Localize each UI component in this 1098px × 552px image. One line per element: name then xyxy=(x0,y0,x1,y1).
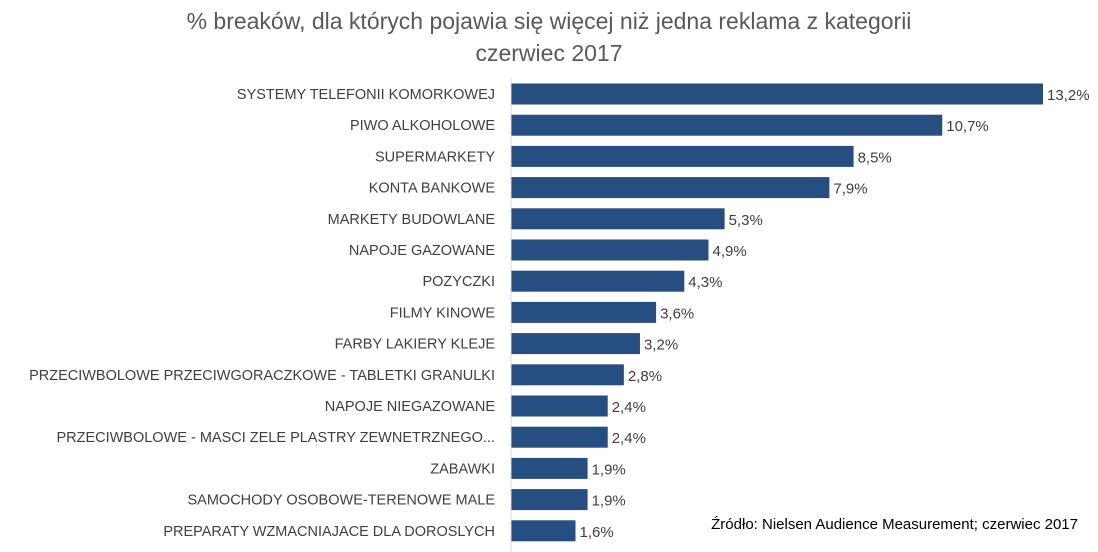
bar xyxy=(511,457,588,479)
bar xyxy=(511,520,576,542)
bar xyxy=(511,239,709,261)
data-label: 7,9% xyxy=(833,181,867,198)
data-label: 4,9% xyxy=(712,243,746,260)
data-label: 1,9% xyxy=(592,461,626,478)
data-label: 1,9% xyxy=(592,493,626,510)
category-label: PIWO ALKOHOLOWE xyxy=(350,118,495,134)
data-label: 2,4% xyxy=(612,430,646,447)
category-label: MARKETY BUDOWLANE xyxy=(328,212,496,228)
data-label: 13,2% xyxy=(1047,87,1090,104)
data-label: 1,6% xyxy=(579,524,613,541)
category-label: KONTA BANKOWE xyxy=(369,181,496,197)
category-label: ZABAWKI xyxy=(430,461,495,477)
data-label: 2,4% xyxy=(612,399,646,416)
source-note: Źródło: Nielsen Audience Measurement; cz… xyxy=(711,516,1078,533)
bar xyxy=(511,270,685,292)
bar xyxy=(511,426,608,448)
data-label: 3,2% xyxy=(644,337,678,354)
category-label: NAPOJE GAZOWANE xyxy=(349,243,495,259)
category-label: SUPERMARKETY xyxy=(375,149,495,165)
category-label: SYSTEMY TELEFONII KOMORKOWEJ xyxy=(237,87,495,103)
data-label: 8,5% xyxy=(858,149,892,166)
category-label: NAPOJE NIEGAZOWANE xyxy=(325,399,496,415)
chart-subtitle: czerwiec 2017 xyxy=(475,40,623,66)
data-label: 5,3% xyxy=(729,212,763,229)
category-label: SAMOCHODY OSOBOWE-TERENOWE MALE xyxy=(188,493,496,509)
data-label: 3,6% xyxy=(660,305,694,322)
category-label: PRZECIWBOLOWE - MASCI ZELE PLASTRY ZEWNE… xyxy=(56,430,495,446)
bar xyxy=(511,364,624,386)
bar xyxy=(511,177,830,199)
bar xyxy=(511,301,657,323)
category-label: FARBY LAKIERY KLEJE xyxy=(335,337,496,353)
data-label: 4,3% xyxy=(688,274,722,291)
bar xyxy=(511,333,640,355)
bar xyxy=(511,145,854,167)
data-label: 2,8% xyxy=(628,368,662,385)
bar xyxy=(511,114,943,136)
chart-title: % breaków, dla których pojawia się więce… xyxy=(186,8,912,34)
bar xyxy=(511,208,725,230)
data-label: 10,7% xyxy=(946,118,989,135)
bar xyxy=(511,489,588,511)
bar xyxy=(511,83,1043,105)
category-label: POZYCZKI xyxy=(422,274,495,290)
category-label: PRZECIWBOLOWE PRZECIWGORACZKOWE - TABLET… xyxy=(29,368,495,384)
category-label: FILMY KINOWE xyxy=(390,305,496,321)
bar xyxy=(511,395,608,417)
category-label: PREPARATY WZMACNIAJACE DLA DOROSLYCH xyxy=(163,524,495,540)
